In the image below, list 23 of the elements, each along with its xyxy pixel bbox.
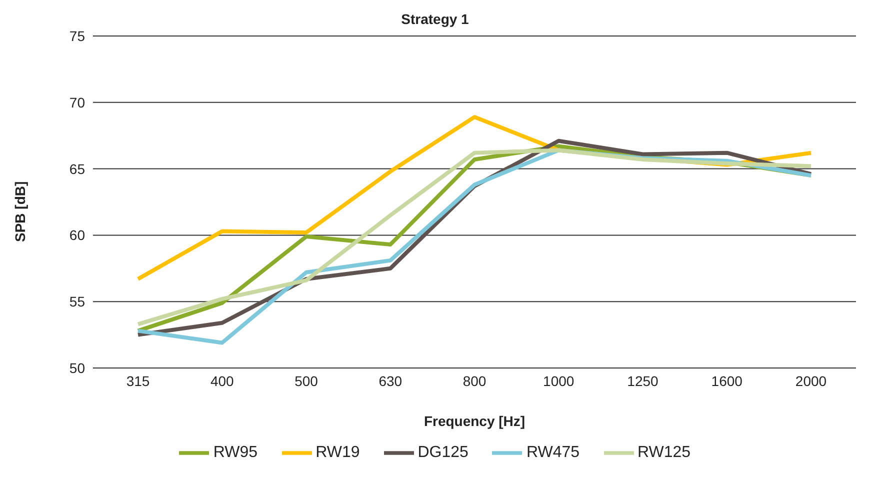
x-tick-label: 800 [462,372,486,389]
legend-label: RW19 [316,444,360,462]
y-tick-label: 55 [69,294,86,310]
y-tick-label: 75 [69,28,86,44]
x-tick-label: 315 [126,372,150,389]
x-tick-label: 1250 [627,372,659,389]
x-tick-label: 1600 [711,372,743,389]
x-tick-label: 2000 [795,372,827,389]
x-tick-label: 500 [294,372,318,389]
x-axis-title: Frequency [Hz] [424,413,526,429]
legend-label: RW95 [213,444,258,462]
y-tick-label: 70 [69,94,86,110]
y-axis-title: SPB [dB] [12,181,28,242]
legend-label: DG125 [418,444,468,462]
legend-label: RW475 [526,444,580,462]
y-tick-label: 50 [69,360,86,376]
y-tick-label: 65 [69,160,86,177]
legend-label: RW125 [638,444,691,462]
y-tick-label: 60 [69,227,86,244]
x-tick-label: 400 [210,372,234,389]
x-tick-label: 1000 [543,372,574,389]
x-tick-label: 630 [378,372,402,389]
chart-title: Strategy 1 [401,11,469,27]
